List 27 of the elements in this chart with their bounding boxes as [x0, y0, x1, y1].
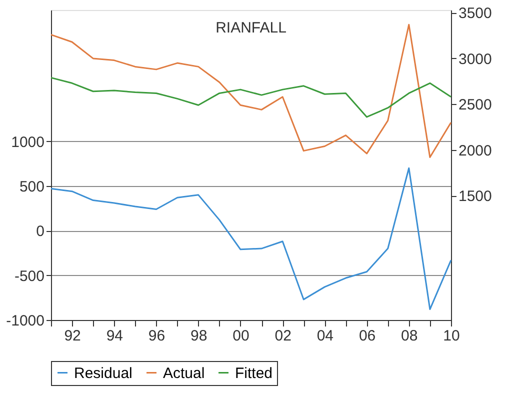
y2-tick-label: 2500 [458, 96, 492, 114]
x-tick-label: 10 [443, 328, 460, 344]
line-series [50, 24, 452, 158]
x-tick-label: 94 [106, 328, 123, 344]
y-tick-label: -1000 [6, 312, 44, 330]
x-tick-label: 00 [232, 328, 250, 344]
line-series [50, 76, 452, 118]
y2-tick-label: 1500 [458, 188, 492, 206]
legend-label: Residual [74, 364, 132, 382]
x-tick-label: 08 [401, 328, 418, 344]
x-tick-label: 96 [148, 328, 166, 344]
y-tick-label: 1000 [11, 134, 44, 151]
x-tick-label: 02 [274, 328, 292, 344]
legend-label: Fitted [235, 364, 273, 382]
line-series [50, 167, 452, 310]
x-tick-label: 06 [358, 328, 376, 344]
text: RIANFALL [216, 20, 286, 37]
legend-label: Actual [163, 364, 205, 382]
y2-tick-label: 3500 [458, 5, 492, 22]
x-tick-label: 98 [190, 328, 208, 344]
y-tick-label: -500 [14, 268, 44, 285]
x-tick-label: 92 [64, 328, 81, 344]
y2-tick-label: 3000 [458, 50, 492, 68]
y-tick-label: 500 [19, 178, 44, 196]
y2-tick-label: 2000 [458, 142, 492, 160]
x-tick-label: 04 [316, 328, 334, 344]
y-tick-label: 0 [36, 223, 44, 240]
